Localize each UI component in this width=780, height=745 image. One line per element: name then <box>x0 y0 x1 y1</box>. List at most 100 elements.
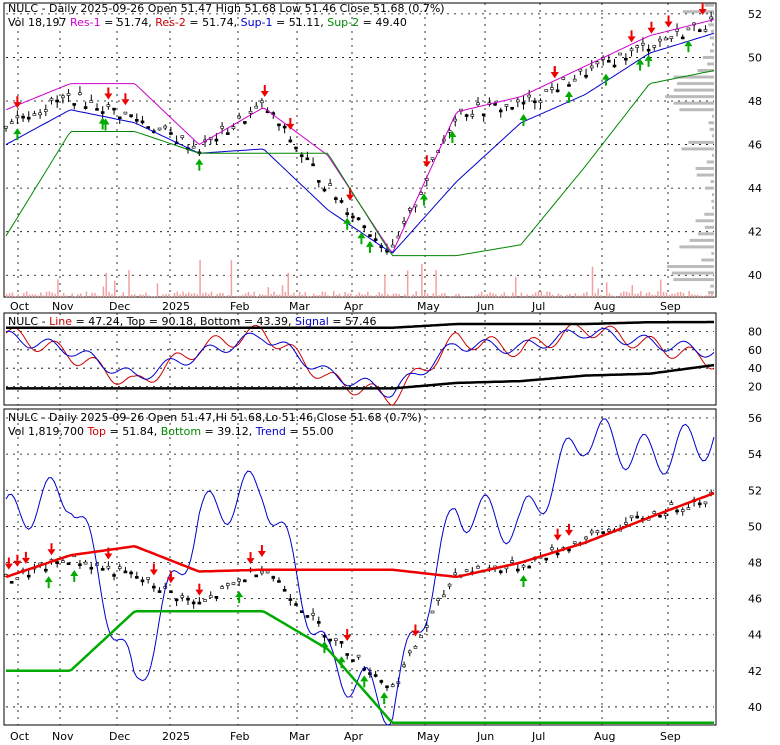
volume-bar <box>79 293 82 297</box>
volume-bar <box>318 295 321 297</box>
panel-header-line: Vol 1,819,700 Top = 51.84, Bottom = 39.1… <box>8 425 334 438</box>
price-body <box>106 104 111 107</box>
volume-bar <box>455 294 457 297</box>
price-body <box>169 132 173 135</box>
volume-profile-bar <box>704 3 714 7</box>
header-segment: NULC - Daily 2025-09-26 Open 51.47 High … <box>8 2 445 15</box>
volume-bar <box>651 294 653 297</box>
volume-bar <box>466 296 469 297</box>
sell-arrow <box>422 161 431 168</box>
volume-bar <box>162 294 164 297</box>
volume-profile-bar <box>702 55 714 59</box>
price-body <box>521 564 526 568</box>
x-tick-label: Nov <box>52 730 74 743</box>
volume-profile-bar <box>696 173 714 177</box>
volume-bar <box>497 296 500 297</box>
volume-bar <box>344 292 346 297</box>
buy-arrow <box>519 114 528 121</box>
y-tick-label: 52 <box>748 8 762 21</box>
header-segment: = 43.39, <box>240 315 295 328</box>
price-body <box>567 548 571 552</box>
volume-bar <box>45 291 48 297</box>
price-body <box>15 577 20 581</box>
volume-bar <box>62 292 65 297</box>
price-body <box>606 528 611 532</box>
price-body <box>652 45 657 48</box>
volume-bar <box>224 295 227 297</box>
volume-bar <box>37 295 39 297</box>
volume-profile-bar <box>712 42 714 46</box>
volume-bar <box>276 294 278 297</box>
price-body <box>49 98 54 101</box>
price-body <box>157 127 162 131</box>
price-body <box>237 115 241 119</box>
volume-bar <box>642 295 645 297</box>
price-body <box>498 109 503 113</box>
volume-profile-bar <box>673 101 714 105</box>
volume-bar <box>705 295 707 297</box>
price-body <box>680 509 685 512</box>
price-body <box>9 581 14 584</box>
volume-bar <box>375 294 378 297</box>
sell-arrow <box>121 99 130 106</box>
header-segment: = 51.11, <box>273 16 328 29</box>
volume-bar <box>119 295 122 297</box>
volume-bar <box>242 295 244 297</box>
volume-profile-bar <box>710 29 714 33</box>
y-tick-label: 52 <box>748 484 762 497</box>
volume-bar <box>557 293 560 297</box>
volume-bar <box>509 296 511 297</box>
volume-bar <box>406 270 409 297</box>
price-body <box>652 511 657 514</box>
price-body <box>504 104 509 107</box>
x-tick-label: Jun <box>476 730 494 743</box>
volume-bar <box>278 294 281 297</box>
price-body <box>72 103 77 106</box>
volume-bar <box>148 295 150 297</box>
price-body <box>703 501 708 505</box>
volume-bar <box>640 291 642 297</box>
price-body <box>601 531 605 534</box>
volume-bar <box>637 293 639 297</box>
sell-arrow <box>346 194 355 201</box>
volume-bar <box>634 293 636 297</box>
volume-profile-bar <box>681 147 714 151</box>
price-body <box>271 576 276 579</box>
price-body <box>635 515 640 519</box>
price-body <box>9 121 14 125</box>
volume-bar <box>321 291 324 297</box>
price-body <box>44 109 48 112</box>
volume-bar <box>503 292 506 297</box>
volume-bar <box>290 294 292 297</box>
volume-bar <box>369 295 372 297</box>
buy-arrow <box>235 591 244 598</box>
volume-profile-bar <box>710 180 714 184</box>
volume-bar <box>14 296 17 297</box>
price-body <box>243 579 247 583</box>
volume-bar <box>77 294 79 297</box>
price-body <box>413 645 418 649</box>
volume-bar <box>421 263 423 297</box>
volume-bar <box>31 294 34 297</box>
volume-profile-bar <box>712 114 714 118</box>
header-segment: Vol 18,197 <box>8 16 70 29</box>
volume-bar <box>108 291 110 297</box>
price-body <box>373 674 378 677</box>
header-segment: Res-1 <box>70 16 101 29</box>
volume-bar <box>273 291 275 297</box>
volume-bar <box>588 296 591 297</box>
volume-bar <box>6 294 8 297</box>
price-body <box>277 580 281 583</box>
x-tick-label: 2025 <box>162 300 190 313</box>
volume-bar <box>28 294 31 297</box>
volume-bar <box>381 293 383 297</box>
volume-bar <box>668 294 671 297</box>
header-segment: = 39.12, <box>201 425 256 438</box>
y-tick-label: 46 <box>748 139 762 152</box>
volume-bar <box>352 296 355 297</box>
panel-header-line: NULC - Daily 2025-09-26 Open 51.47,Hi 51… <box>8 411 422 424</box>
panel-frame <box>3 2 717 298</box>
header-segment: = 55.00 <box>286 425 334 438</box>
sell-arrow <box>257 551 266 558</box>
price-body <box>305 157 310 161</box>
